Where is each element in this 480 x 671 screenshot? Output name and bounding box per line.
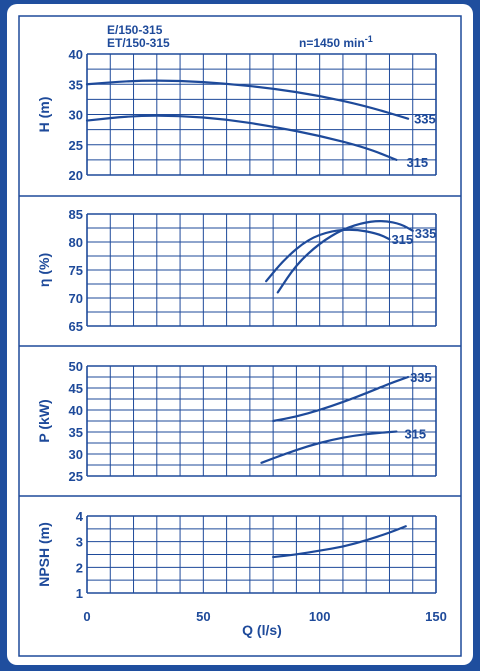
efficiency-ytick-label: 70 — [69, 291, 83, 306]
power-ytick-label: 25 — [69, 469, 83, 484]
model-line-2: ET/150-315 — [107, 36, 170, 50]
x-tick-label: 100 — [309, 609, 331, 624]
speed-text: n=1450 min — [299, 36, 365, 50]
inner-border — [18, 15, 462, 657]
efficiency-ytick-label: 85 — [69, 207, 83, 222]
efficiency-curve-315 — [265, 228, 391, 283]
npsh-ytick-label: 2 — [76, 560, 83, 575]
head-ytick-label: 25 — [69, 138, 83, 153]
npsh-panel: 1 2 3 4 NPSH (m) 0 50 100 150 Q (l/s) — [36, 509, 447, 638]
power-ytick-label: 30 — [69, 447, 83, 462]
head-curve-335 — [85, 79, 410, 120]
head-series-label-315: 315 — [406, 155, 428, 170]
head-ytick-label: 35 — [69, 77, 83, 92]
pump-curve-sheet: 20 25 30 35 40 H (m) 335 315 65 70 75 80 85 η (%) 335 3… — [7, 4, 473, 665]
head-ytick-label: 30 — [69, 108, 83, 123]
head-curve-315 — [85, 114, 398, 161]
power-ylabel: P (kW) — [36, 399, 52, 442]
npsh-ylabel: NPSH (m) — [36, 522, 52, 587]
efficiency-series-label-315: 315 — [391, 232, 413, 247]
x-axis-label: Q (l/s) — [242, 622, 282, 638]
efficiency-ytick-label: 75 — [69, 263, 83, 278]
npsh-ytick-label: 1 — [76, 586, 83, 601]
npsh-curve-NPSH — [272, 525, 407, 559]
npsh-ytick-label: 3 — [76, 535, 83, 550]
x-tick-label: 150 — [425, 609, 447, 624]
npsh-ytick-label: 4 — [76, 509, 84, 524]
head-ylabel: H (m) — [36, 97, 52, 133]
efficiency-ylabel: η (%) — [36, 253, 52, 287]
power-ytick-label: 40 — [69, 403, 83, 418]
power-ytick-label: 45 — [69, 381, 83, 396]
head-ytick-label: 20 — [69, 168, 83, 183]
power-series-label-315: 315 — [404, 427, 426, 442]
head-panel: 20 25 30 35 40 H (m) 335 315 — [19, 47, 461, 197]
efficiency-series-label-335: 335 — [415, 226, 437, 241]
power-panel: 25 30 35 40 45 50 P (kW) 335 315 — [19, 359, 461, 497]
power-series-label-335: 335 — [410, 370, 432, 385]
power-curve-315 — [260, 430, 398, 464]
speed-label: n=1450 min-1 — [299, 34, 373, 50]
power-curve-335 — [272, 375, 410, 423]
head-series-label-335: 335 — [414, 112, 436, 127]
power-ytick-label: 35 — [69, 425, 83, 440]
power-ytick-label: 50 — [69, 359, 83, 374]
efficiency-curve-335 — [276, 220, 414, 294]
efficiency-ytick-label: 65 — [69, 319, 83, 334]
efficiency-ytick-label: 80 — [69, 235, 83, 250]
model-line-1: E/150-315 — [107, 23, 163, 37]
x-tick-label: 50 — [196, 609, 210, 624]
x-tick-label: 0 — [83, 609, 90, 624]
speed-exponent: -1 — [365, 34, 373, 44]
head-ytick-label: 40 — [69, 47, 83, 62]
